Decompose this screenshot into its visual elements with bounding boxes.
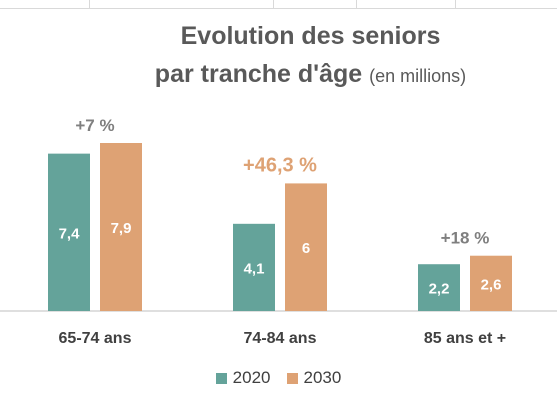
growth-annotation-2: +46,3 %: [243, 154, 317, 176]
bar-2030-1: [100, 143, 142, 311]
x-tick-label-1: 65-74 ans: [59, 330, 132, 347]
bar-2020-1: [48, 153, 90, 311]
data-label-2020-2: 4,1: [244, 260, 265, 277]
data-label-2020-3: 2,2: [429, 281, 450, 298]
bar-2020-3: [418, 264, 460, 311]
data-label-2020-1: 7,4: [59, 225, 81, 242]
legend-swatch-2030: [286, 372, 298, 384]
legend-item-2020: 2020: [215, 368, 271, 388]
bar-2020-2: [233, 223, 275, 311]
chart-title-line2-text: par tranche d'âge: [154, 60, 363, 88]
chart-legend: 2020 2030: [0, 368, 557, 388]
x-tick-label-2: 74-84 ans: [244, 330, 317, 347]
chart-title-line1: Evolution des seniors: [180, 22, 441, 50]
x-tick-label-3: 85 ans et +: [424, 330, 506, 347]
chart-title-line2: par tranche d'âge (en millions): [32, 60, 557, 89]
bar-2030-2: [285, 183, 327, 311]
growth-annotation-3: +18 %: [441, 229, 490, 248]
chart-title-unit: (en millions): [369, 66, 467, 86]
legend-swatch-2020: [215, 372, 227, 384]
spreadsheet-gridline: [0, 0, 557, 9]
data-label-2030-3: 2,6: [481, 276, 502, 293]
bar-2030-3: [470, 255, 512, 311]
data-label-2030-1: 7,9: [111, 220, 132, 237]
legend-label-2030: 2030: [303, 368, 342, 387]
legend-item-2030: 2030: [286, 368, 342, 388]
legend-label-2020: 2020: [232, 368, 271, 387]
growth-annotation-1: +7 %: [75, 116, 114, 135]
data-label-2030-2: 6: [302, 240, 310, 257]
